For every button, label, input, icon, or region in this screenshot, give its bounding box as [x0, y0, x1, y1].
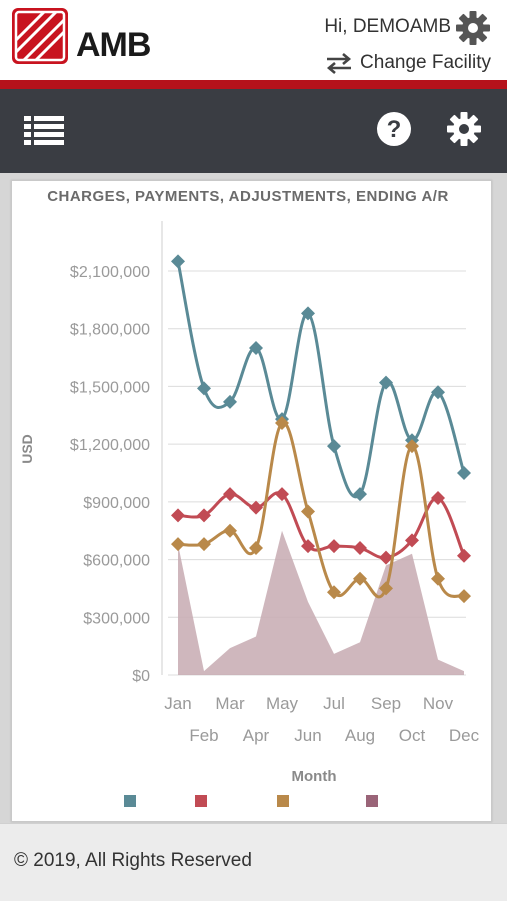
series-3-point[interactable]: [431, 571, 445, 586]
series-1-point[interactable]: [249, 340, 263, 355]
copyright-text: © 2019, All Rights Reserved: [14, 850, 252, 871]
y-tick-label: $1,800,000: [70, 322, 150, 339]
y-tick-label: $1,500,000: [70, 379, 150, 396]
account-gear-icon[interactable]: [455, 10, 491, 46]
x-tick-label: Dec: [449, 726, 480, 745]
brand-divider: [0, 80, 507, 89]
series-1-point[interactable]: [379, 375, 393, 390]
series-2-line: [177, 491, 466, 560]
series-3-line: [177, 421, 465, 599]
help-icon[interactable]: ?: [376, 111, 412, 152]
series-3-point[interactable]: [405, 439, 419, 454]
series-3-point[interactable]: [223, 523, 237, 538]
series-3-point[interactable]: [249, 541, 263, 556]
legend-swatch-2[interactable]: [195, 795, 207, 807]
series-3-point[interactable]: [171, 537, 185, 552]
series-2-point[interactable]: [171, 508, 185, 523]
series-3-point[interactable]: [327, 585, 341, 600]
x-tick-label: Apr: [243, 726, 270, 745]
series-2-point[interactable]: [379, 550, 393, 565]
x-tick-label: May: [266, 694, 299, 713]
x-tick-label: Sep: [371, 694, 401, 713]
list-menu-icon[interactable]: [24, 114, 66, 153]
series-3-point[interactable]: [379, 581, 393, 596]
y-tick-label: $600,000: [83, 553, 150, 570]
x-tick-label: Jun: [294, 726, 321, 745]
swap-arrows-icon: [327, 53, 352, 74]
series-2-point[interactable]: [197, 508, 211, 523]
legend-swatch-4[interactable]: [366, 795, 378, 807]
amb-logo-icon: [12, 8, 68, 64]
x-tick-label: Feb: [189, 726, 218, 745]
settings-gear-icon[interactable]: [446, 111, 482, 152]
series-3-point[interactable]: [301, 504, 315, 519]
greeting-text: Hi, DEMOAMB: [324, 16, 451, 37]
x-tick-label: Mar: [215, 694, 245, 713]
ar-chart: CHARGES, PAYMENTS, ADJUSTMENTS, ENDING A…: [19, 188, 480, 807]
series-2-point[interactable]: [457, 548, 471, 563]
x-tick-label: Nov: [423, 694, 454, 713]
series-2-point[interactable]: [275, 487, 289, 502]
chart-title: CHARGES, PAYMENTS, ADJUSTMENTS, ENDING A…: [47, 188, 449, 205]
y-axis-label: USD: [19, 434, 35, 464]
series-2-point[interactable]: [223, 487, 237, 502]
series-2-point[interactable]: [249, 500, 263, 515]
footer: © 2019, All Rights Reserved: [0, 823, 507, 901]
x-tick-label: Jan: [164, 694, 191, 713]
legend-swatch-1[interactable]: [124, 795, 136, 807]
series-1-point[interactable]: [353, 487, 367, 502]
y-tick-label: $900,000: [83, 495, 150, 512]
series-1-line: [176, 261, 466, 499]
series-1-point[interactable]: [171, 254, 185, 269]
legend-swatch-3[interactable]: [277, 795, 289, 807]
y-tick-label: $0: [132, 668, 150, 685]
series-2-point[interactable]: [327, 539, 341, 554]
series-1-point[interactable]: [197, 381, 211, 396]
x-tick-label: Aug: [345, 726, 375, 745]
series-1-point[interactable]: [223, 394, 237, 409]
x-tick-label: Jul: [323, 694, 345, 713]
series-2-point[interactable]: [431, 491, 445, 506]
series-1-point[interactable]: [457, 466, 471, 480]
x-tick-label: Oct: [399, 726, 426, 745]
chart-card: CHARGES, PAYMENTS, ADJUSTMENTS, ENDING A…: [11, 180, 492, 822]
change-facility-label: Change Facility: [360, 52, 491, 73]
series-3-point[interactable]: [353, 571, 367, 586]
series-1-point[interactable]: [327, 439, 341, 454]
top-bar: AMB Hi, DEMOAMB Change Facility: [0, 0, 507, 80]
series-2-point[interactable]: [353, 541, 367, 556]
change-facility-link[interactable]: Change Facility: [324, 52, 491, 74]
series-2-point[interactable]: [405, 533, 419, 548]
brand-name: AMB: [76, 26, 151, 64]
y-tick-label: $300,000: [83, 610, 150, 627]
series-4-area: [178, 530, 464, 675]
series-3-point[interactable]: [457, 589, 471, 604]
x-axis-label: Month: [292, 768, 337, 785]
svg-text:?: ?: [387, 116, 402, 143]
series-3-point[interactable]: [197, 537, 211, 552]
nav-bar: ?: [0, 89, 507, 173]
y-tick-label: $2,100,000: [70, 264, 150, 281]
series-2-point[interactable]: [301, 539, 315, 554]
y-tick-label: $1,200,000: [70, 437, 150, 454]
series-1-point[interactable]: [431, 385, 445, 400]
series-3-point[interactable]: [275, 415, 289, 430]
series-1-point[interactable]: [301, 306, 315, 321]
